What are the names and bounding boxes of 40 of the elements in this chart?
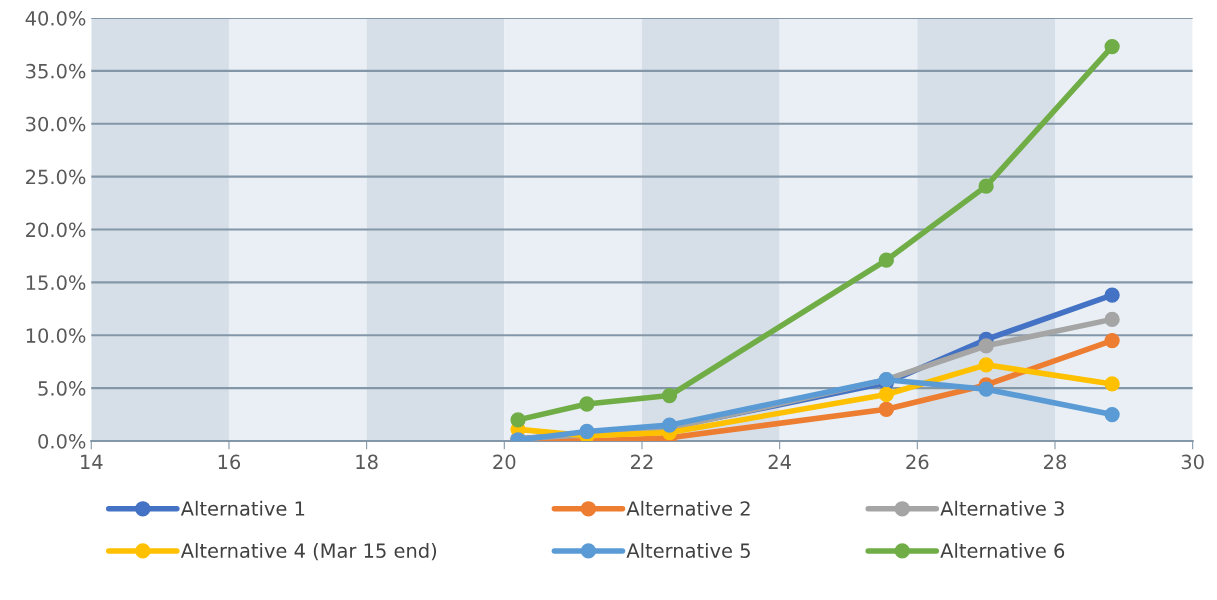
point xyxy=(878,252,894,268)
x-tick-label: 18 xyxy=(356,454,378,470)
y-tick-label: 25.0% xyxy=(26,169,86,185)
x-tick-label: 24 xyxy=(768,454,791,469)
legend-label: Alternative 6 xyxy=(940,542,1065,558)
y-tick-label: 40.0% xyxy=(25,10,86,26)
y-tick-label: 0.0% xyxy=(38,433,86,449)
point xyxy=(1104,376,1120,392)
legend-label: Alternative 1 xyxy=(180,500,305,516)
point xyxy=(978,381,994,397)
x-tick-label: 30 xyxy=(1181,454,1204,470)
point xyxy=(1104,332,1120,349)
point xyxy=(978,178,994,194)
point xyxy=(579,396,595,412)
x-tick-label: 14 xyxy=(81,454,103,469)
y-tick-label: 10.0% xyxy=(26,328,86,343)
point xyxy=(1104,287,1120,303)
point xyxy=(1104,311,1120,328)
y-tick-label: 15.0% xyxy=(26,275,86,291)
point xyxy=(510,412,526,428)
point xyxy=(878,386,894,403)
point xyxy=(878,401,894,417)
legend-label: Alternative 4 (Mar 15 end) xyxy=(180,542,437,561)
point xyxy=(978,338,994,354)
x-tick-label: 20 xyxy=(493,454,516,470)
point xyxy=(978,357,994,373)
x-tick-label: 28 xyxy=(1044,454,1067,470)
y-tick-label: 30.0% xyxy=(26,116,86,132)
legend-label: Alternative 5 xyxy=(626,542,750,558)
x-tick-label: 16 xyxy=(218,454,241,470)
x-tick-label: 22 xyxy=(631,454,653,469)
legend-label: Alternative 2 xyxy=(626,500,750,516)
y-tick-label: 5.0% xyxy=(38,381,86,396)
point xyxy=(661,387,678,404)
point xyxy=(1104,38,1120,55)
legend-label: Alternative 3 xyxy=(940,500,1064,516)
y-tick-label: 35.0% xyxy=(26,63,86,79)
y-tick-label: 20.0% xyxy=(26,222,86,238)
x-tick-label: 26 xyxy=(906,454,929,470)
point xyxy=(1104,406,1120,423)
